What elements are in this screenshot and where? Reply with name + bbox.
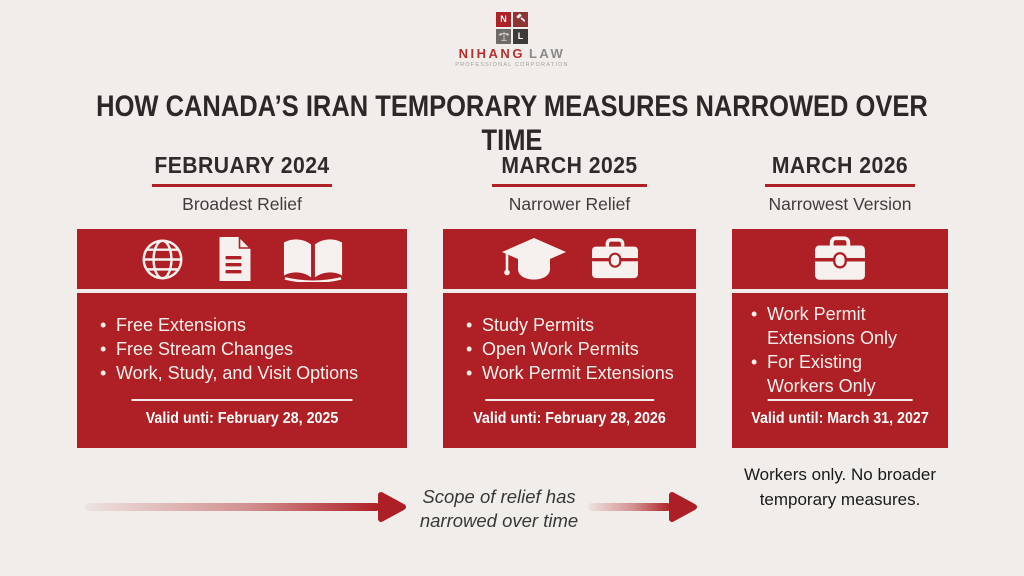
bullet-item: Free Stream Changes xyxy=(99,337,401,361)
column-date: MARCH 2026 xyxy=(771,152,909,178)
bullet-item: Work, Study, and Visit Options xyxy=(99,361,401,385)
card-icon-band xyxy=(732,229,948,289)
card-march-2026: Work Permit Extensions Only For Existing… xyxy=(732,229,948,448)
timeline-arrow-right xyxy=(588,491,698,523)
brand-initial-l: L xyxy=(513,28,528,44)
card-icon-band xyxy=(77,229,407,289)
bullet-item: Work Permit Extensions xyxy=(465,361,690,385)
arrow-shaft xyxy=(85,503,380,511)
card-divider xyxy=(131,399,353,401)
bullet-item: Free Extensions xyxy=(99,313,401,337)
arrow-head-icon xyxy=(668,491,698,523)
arrow-shaft xyxy=(588,503,671,511)
card-february-2024: Free Extensions Free Stream Changes Work… xyxy=(77,229,407,448)
graduation-cap-icon xyxy=(500,236,568,282)
brand-name-primary: NIHANG xyxy=(458,45,525,61)
bullet-list: Work Permit Extensions Only For Existing… xyxy=(750,302,920,398)
column-march-2025: MARCH 2025 Narrower Relief xyxy=(443,152,696,448)
page-title: HOW CANADA’S IRAN TEMPORARY MEASURES NAR… xyxy=(96,90,928,157)
card-divider xyxy=(484,399,655,401)
card-march-2025: Study Permits Open Work Permits Work Per… xyxy=(443,229,696,448)
valid-until-text: Valid until: March 31, 2027 xyxy=(751,410,929,427)
brand-initial-n: N xyxy=(496,11,511,27)
card-body: Study Permits Open Work Permits Work Per… xyxy=(443,293,696,448)
date-underline xyxy=(492,184,647,187)
bullet-list: Study Permits Open Work Permits Work Per… xyxy=(465,313,690,385)
date-underline xyxy=(152,184,332,187)
document-icon xyxy=(215,236,252,282)
column-date: MARCH 2025 xyxy=(501,152,638,178)
globe-icon xyxy=(140,237,185,282)
brand-tagline: PROFESSIONAL CORPORATION xyxy=(455,61,569,68)
bullet-item: Open Work Permits xyxy=(465,337,690,361)
briefcase-icon xyxy=(813,235,867,283)
valid-until-text: Valid unti: February 28, 2025 xyxy=(145,410,339,427)
column-subtitle: Narrowest Version xyxy=(768,194,912,214)
bullet-list: Free Extensions Free Stream Changes Work… xyxy=(99,313,401,385)
column-february-2024: FEBRUARY 2024 Broadest Relief xyxy=(77,152,407,448)
card-icon-band xyxy=(443,229,696,289)
scales-icon xyxy=(496,28,511,44)
column-subtitle: Broadest Relief xyxy=(182,194,302,214)
arrow-caption: Scope of relief has narrowed over time xyxy=(419,486,579,532)
arrow-head-icon xyxy=(377,491,407,523)
bullet-item: For Existing Workers Only xyxy=(750,350,920,398)
valid-until-text: Valid unti: February 28, 2026 xyxy=(473,410,666,427)
brand-name: NIHANG LAW xyxy=(0,46,1024,61)
brand-logo: N L NIHANG LAW PROFESSIONAL CORPORATION xyxy=(0,9,1024,68)
open-book-icon xyxy=(282,236,344,282)
column-date: FEBRUARY 2024 xyxy=(154,152,330,178)
briefcase-icon xyxy=(590,237,640,281)
date-underline xyxy=(765,184,915,187)
column-subtitle: Narrower Relief xyxy=(508,194,631,214)
column-march-2026: MARCH 2026 Narrowest Version Work Permit… xyxy=(732,152,948,448)
card-body: Free Extensions Free Stream Changes Work… xyxy=(77,293,407,448)
timeline-arrow-left xyxy=(85,491,407,523)
gavel-icon xyxy=(513,11,528,27)
card-body: Work Permit Extensions Only For Existing… xyxy=(732,293,948,448)
bullet-item: Work Permit Extensions Only xyxy=(750,302,920,350)
bullet-item: Study Permits xyxy=(465,313,690,337)
brand-name-secondary: LAW xyxy=(528,45,566,61)
footer-note: Workers only. No broader temporary measu… xyxy=(743,465,937,509)
brand-logo-grid: N L xyxy=(496,11,528,44)
card-divider xyxy=(767,399,913,401)
